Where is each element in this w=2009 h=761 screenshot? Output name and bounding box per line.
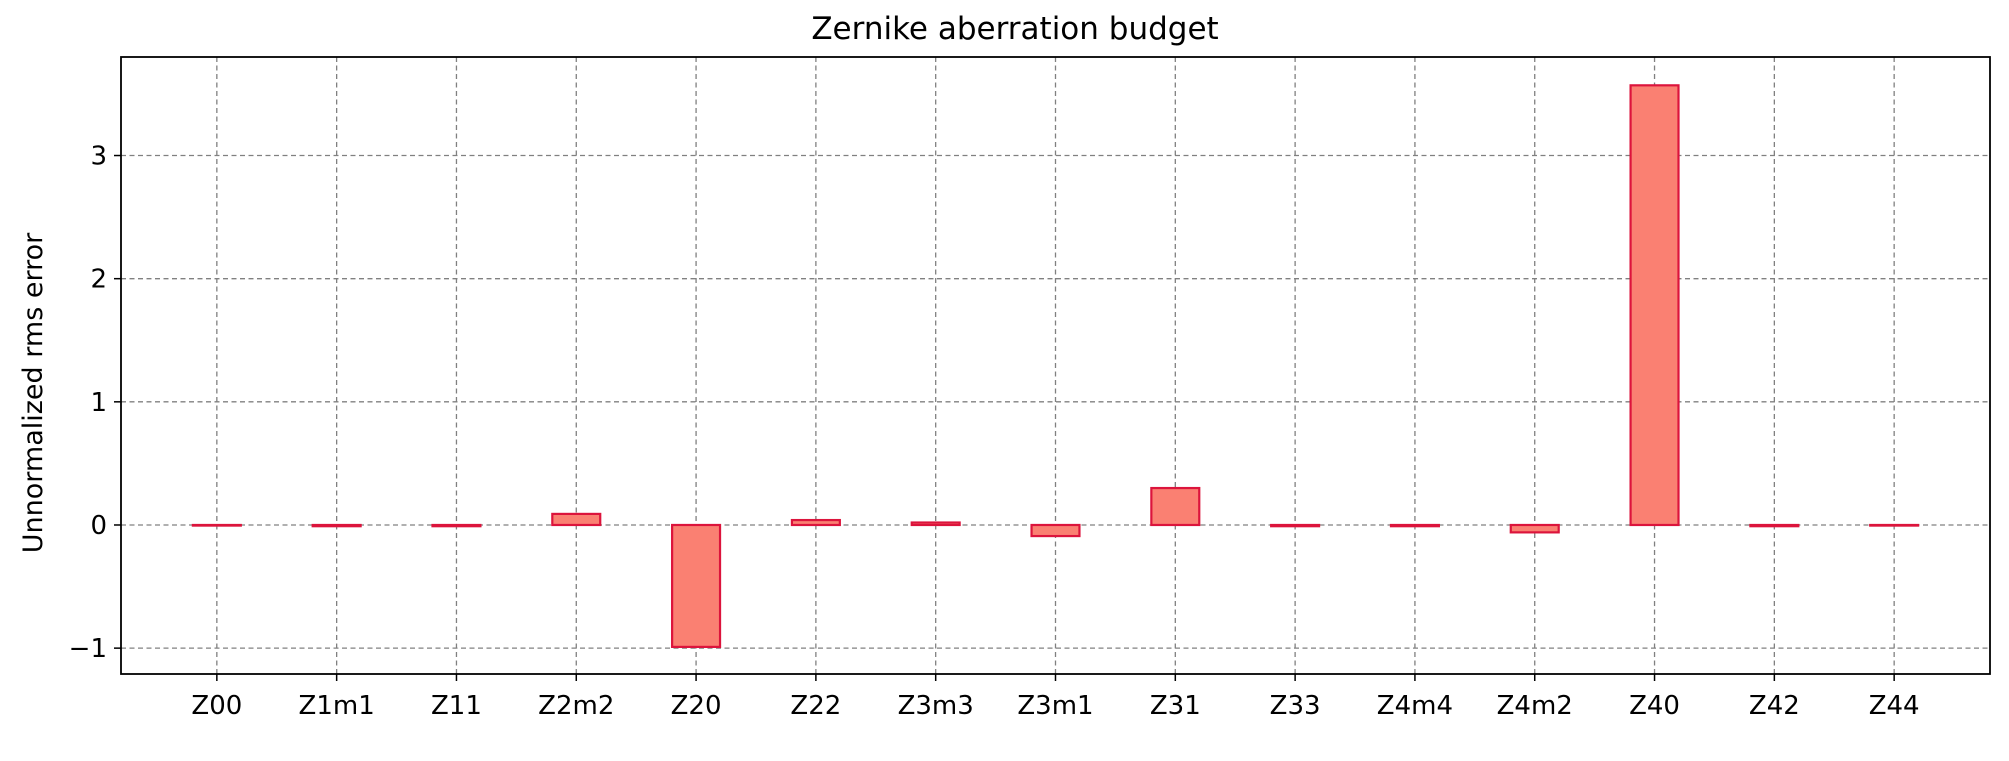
y-axis-label: Unnormalized rms error (18, 232, 49, 553)
x-tick-label: Z00 (191, 691, 242, 721)
bar-z4m4 (1389, 523, 1440, 528)
x-tick-label: Z31 (1150, 691, 1201, 721)
x-tick-label: Z3m1 (1017, 691, 1093, 721)
x-tick-label: Z2m2 (538, 691, 614, 721)
bar-z1m1 (311, 523, 362, 528)
y-tick-label: 3 (90, 142, 107, 172)
bar-z44 (1869, 523, 1920, 527)
bar-z31 (1150, 486, 1201, 527)
bars (191, 84, 1920, 649)
x-tick-label: Z11 (431, 691, 482, 721)
y-tick-label: −1 (69, 634, 107, 664)
x-tick-label: Z42 (1749, 691, 1800, 721)
x-tick-label: Z40 (1629, 691, 1680, 721)
bar-z11 (431, 523, 482, 528)
x-tick-label: Z20 (671, 691, 722, 721)
bar-z22 (790, 518, 841, 527)
plot-frame (120, 56, 1991, 675)
bar-z4m2 (1509, 523, 1560, 534)
chart-title: Zernike aberration budget (811, 11, 1218, 47)
bar-z33 (1270, 523, 1321, 528)
bar-z3m1 (1030, 523, 1081, 538)
x-tick-label: Z22 (790, 691, 841, 721)
x-tick-label: Z4m4 (1377, 691, 1453, 721)
axis-ticks: −1 0 1 2 3 Z00 Z1m1 Z11 Z2m2 Z20 Z22 Z3m3 Z3m1 Z31 Z33… (69, 142, 1920, 721)
bar-z2m2 (551, 512, 602, 527)
x-tick-label: Z33 (1270, 691, 1321, 721)
bar-z40 (1629, 84, 1680, 527)
y-tick-label: 0 (90, 511, 107, 541)
x-tick-label: Z3m3 (898, 691, 974, 721)
x-tick-label: Z1m1 (299, 691, 375, 721)
bar-z00 (191, 523, 242, 527)
bar-z3m3 (910, 521, 961, 527)
grid-lines (121, 57, 1990, 674)
bar-z42 (1749, 523, 1800, 528)
y-tick-label: 1 (90, 388, 107, 418)
x-tick-label: Z44 (1869, 691, 1920, 721)
y-tick-label: 2 (90, 265, 107, 295)
bar-z20 (671, 523, 722, 649)
x-tick-label: Z4m2 (1497, 691, 1573, 721)
